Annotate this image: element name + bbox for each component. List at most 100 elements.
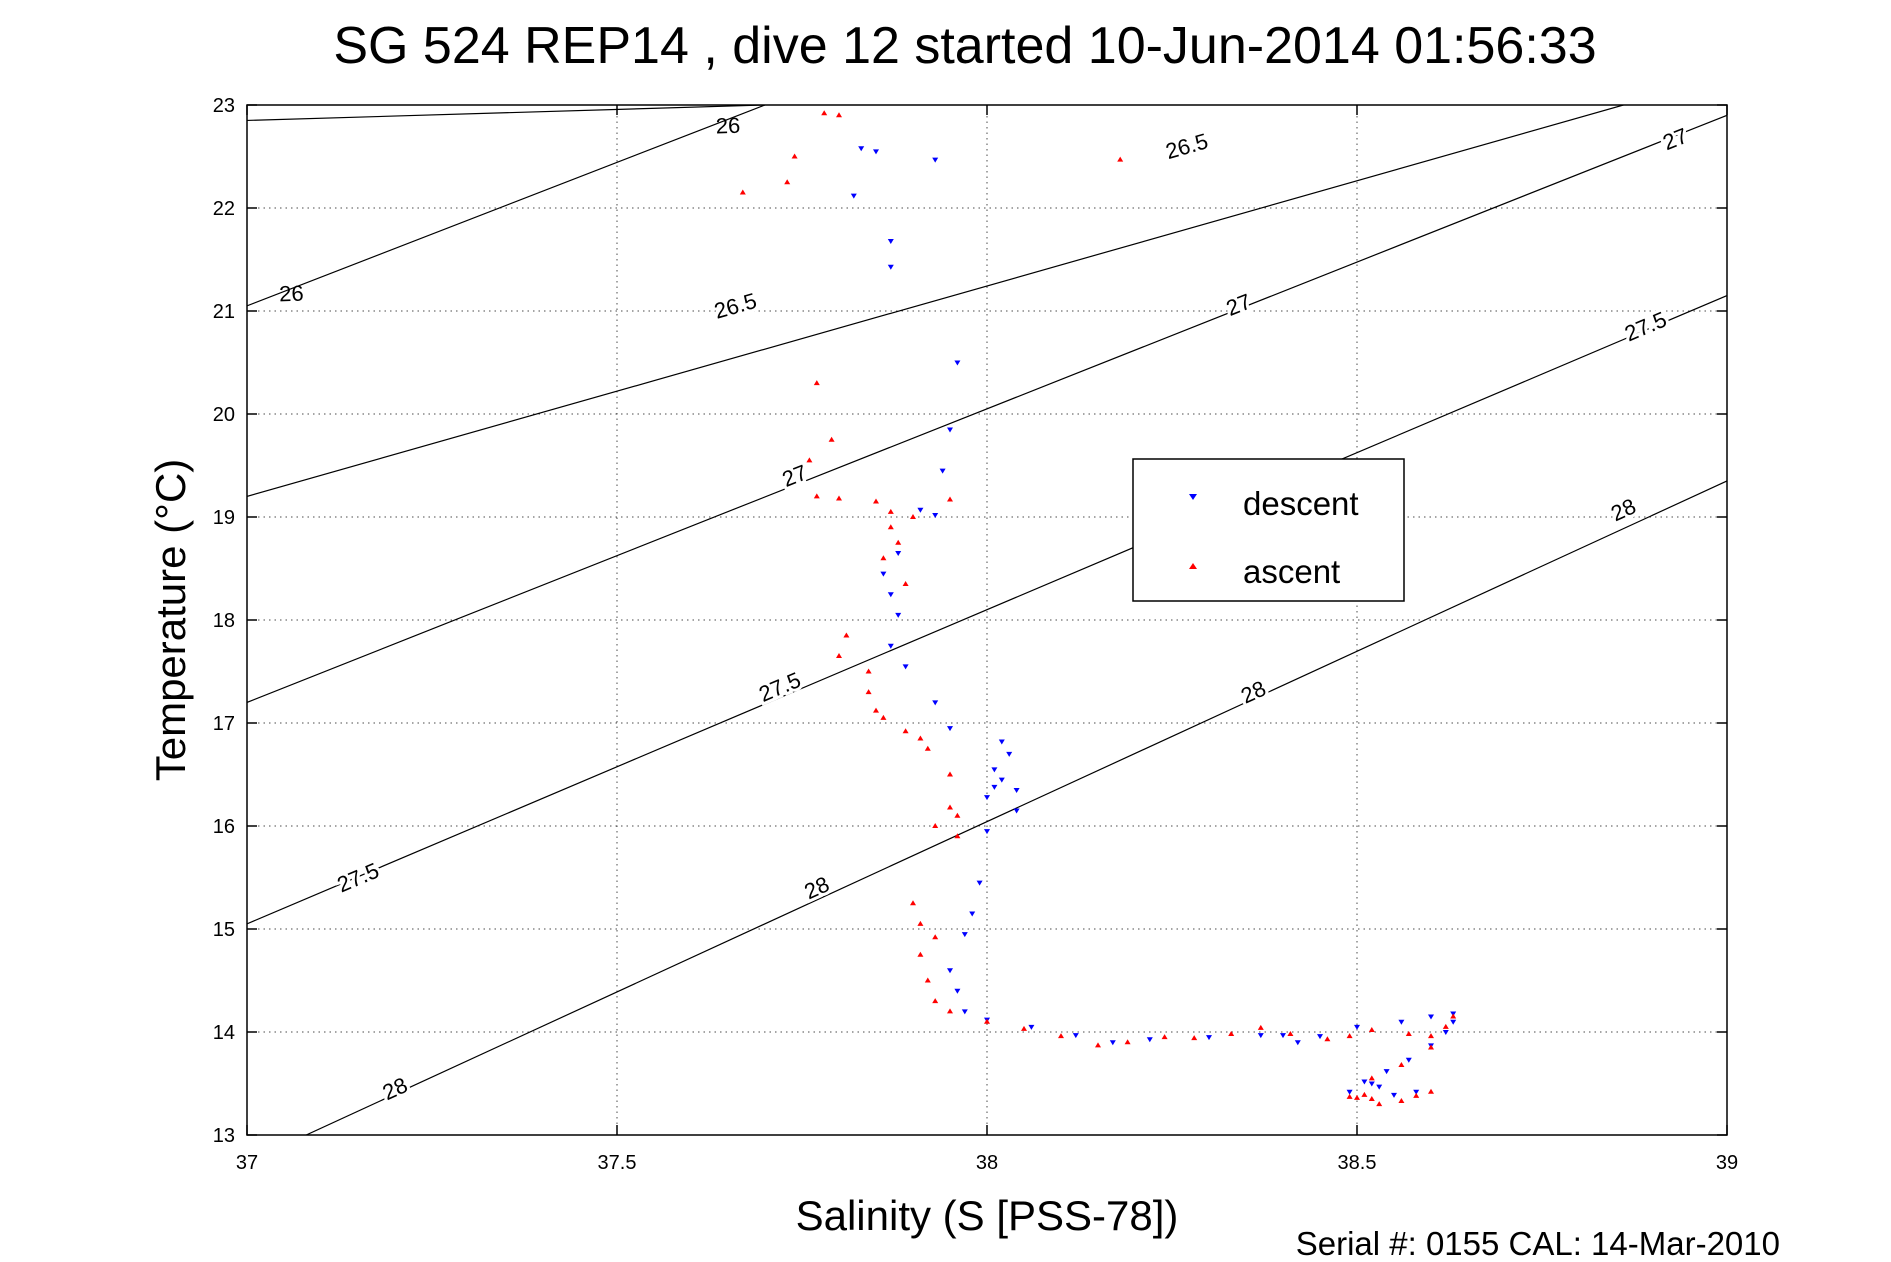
point-descent (1109, 1040, 1116, 1046)
contour-line (247, 294, 1727, 925)
point-descent (917, 507, 924, 513)
point-descent (947, 427, 953, 433)
point-ascent (932, 934, 939, 940)
point-ascent (947, 496, 953, 502)
point-descent (1006, 751, 1013, 757)
point-ascent (1346, 1093, 1353, 1099)
point-ascent (836, 653, 842, 659)
point-descent (902, 664, 909, 670)
y-tick-label: 20 (213, 404, 235, 426)
point-descent (1013, 808, 1020, 814)
x-tick-label: 37.5 (598, 1152, 637, 1174)
contour-line (247, 105, 766, 307)
point-ascent (836, 112, 842, 118)
point-ascent (1161, 1034, 1168, 1040)
x-axis-label: Salinity (S [PSS-78]) (796, 1192, 1179, 1239)
point-ascent (887, 508, 894, 514)
legend-label-ascent: ascent (1243, 553, 1340, 590)
point-ascent (902, 728, 909, 734)
point-descent (1354, 1024, 1360, 1030)
x-tick-label: 37 (236, 1152, 258, 1174)
point-ascent (1368, 1075, 1375, 1081)
point-ascent (917, 951, 924, 957)
point-ascent (910, 514, 916, 519)
legend: descent ascent (1132, 458, 1405, 602)
contour-label: 26 (279, 281, 304, 307)
point-ascent (1124, 1039, 1131, 1045)
point-ascent (924, 745, 931, 751)
point-ascent (1428, 1088, 1434, 1094)
point-descent (1280, 1033, 1286, 1039)
legend-marker-ascent (1189, 563, 1197, 569)
point-descent (1257, 1033, 1264, 1039)
point-ascent (917, 735, 924, 741)
grid-lines (247, 105, 1727, 1135)
point-descent (1294, 1040, 1301, 1046)
point-descent (1368, 1081, 1375, 1087)
point-ascent (1117, 156, 1124, 162)
point-ascent (1021, 1025, 1027, 1031)
point-descent (947, 726, 953, 732)
point-ascent (1191, 1035, 1198, 1041)
contour-line (247, 105, 766, 122)
point-descent (1413, 1089, 1420, 1095)
y-tick-label: 14 (213, 1022, 235, 1044)
point-descent (961, 1009, 968, 1015)
point-ascent (947, 771, 953, 777)
point-descent (1391, 1092, 1397, 1098)
y-tick-label: 18 (213, 610, 235, 632)
point-ascent (902, 580, 909, 586)
point-ascent (1450, 1013, 1457, 1019)
point-ascent (947, 804, 953, 810)
point-ascent (828, 436, 835, 442)
chart-title: SG 524 REP14 , dive 12 started 10-Jun-20… (333, 17, 1596, 75)
point-descent (880, 571, 887, 577)
y-tick-label: 16 (213, 816, 235, 838)
point-descent (932, 512, 939, 518)
point-ascent (865, 668, 872, 674)
point-descent (895, 551, 902, 557)
point-descent (873, 149, 879, 155)
point-ascent (1413, 1092, 1420, 1098)
point-descent (1028, 1024, 1035, 1030)
point-ascent (1361, 1091, 1368, 1097)
point-descent (850, 193, 857, 199)
point-ascent (843, 632, 850, 638)
point-descent (932, 700, 939, 706)
point-ascent (1376, 1101, 1383, 1107)
point-ascent (880, 714, 887, 720)
point-ascent (1428, 1044, 1434, 1050)
point-descent (1383, 1069, 1390, 1075)
point-descent (887, 238, 894, 244)
point-ascent (873, 707, 879, 713)
contour-line (305, 480, 1727, 1135)
point-ascent (1405, 1031, 1412, 1037)
point-ascent (806, 457, 813, 463)
point-ascent (1442, 1023, 1449, 1029)
point-descent (984, 795, 990, 801)
point-ascent (1368, 1026, 1375, 1032)
point-descent (1317, 1034, 1323, 1040)
point-ascent (1287, 1031, 1294, 1037)
point-ascent (1058, 1033, 1064, 1039)
point-descent (932, 157, 939, 163)
point-descent (858, 146, 865, 152)
point-descent (939, 468, 946, 474)
x-tick-label: 38 (976, 1152, 998, 1174)
point-descent (1146, 1037, 1153, 1043)
point-descent (1013, 787, 1020, 793)
point-ascent (932, 998, 939, 1004)
x-tick-label: 38.5 (1338, 1152, 1377, 1174)
point-ascent (813, 493, 820, 499)
point-ascent (1324, 1036, 1331, 1042)
point-descent (1361, 1079, 1368, 1085)
point-descent (1442, 1030, 1449, 1035)
point-ascent (910, 900, 916, 906)
point-ascent (873, 498, 879, 504)
point-ascent (917, 920, 924, 926)
legend-box (1132, 458, 1405, 602)
point-ascent (954, 812, 961, 818)
point-descent (1398, 1019, 1405, 1025)
